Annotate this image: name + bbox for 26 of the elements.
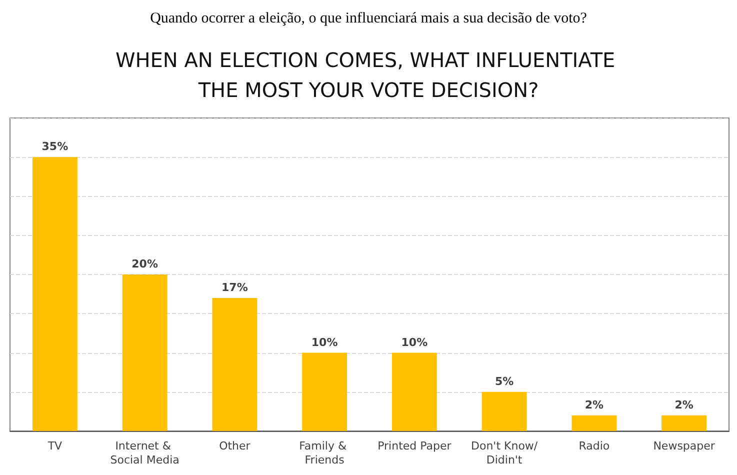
x-tick-label: Newspaper — [653, 440, 716, 452]
x-tick-label: Printed Paper — [378, 440, 452, 452]
data-label: 2% — [674, 398, 694, 412]
bar — [212, 298, 258, 431]
data-label: 20% — [132, 258, 158, 270]
x-tick-label: Internet & Social Media — [110, 440, 180, 466]
data-label: 10% — [311, 336, 338, 349]
x-tick-label: Radio — [578, 440, 610, 452]
bar — [392, 352, 437, 431]
x-tick-label: Don't Know/Didin't — [471, 440, 538, 466]
bar — [482, 392, 527, 431]
data-label: 5% — [494, 374, 514, 388]
x-tick-label: TV — [46, 440, 63, 452]
bar — [662, 415, 707, 431]
chart-title: WHEN AN ELECTION COMES, WHAT INFLUENTIATE THE MOST YOUR VOTE DECISION? — [115, 48, 622, 102]
bar — [572, 415, 617, 431]
data-label: 10% — [401, 336, 428, 349]
bar — [302, 352, 348, 431]
bar — [32, 157, 78, 431]
x-tick-label: Other — [219, 440, 251, 452]
data-label: 2% — [584, 398, 604, 412]
data-label: 35% — [42, 140, 68, 154]
x-tick-label: Family & Friends — [299, 440, 350, 466]
bar — [122, 274, 168, 431]
chart-subtitle: Quando ocorrer a eleição, o que influenciará mais a sua decisão de voto? — [150, 10, 588, 26]
data-label: 17% — [222, 280, 248, 294]
